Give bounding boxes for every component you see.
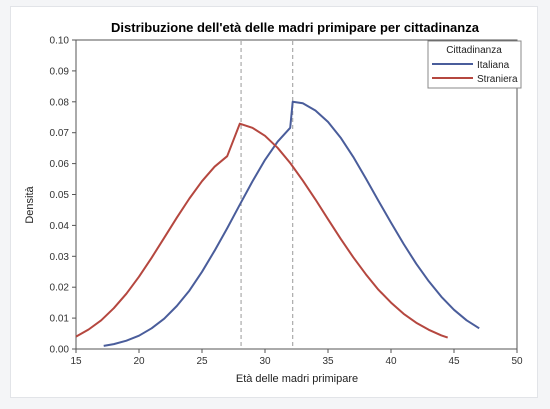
y-axis: 0.00 0.01 0.02 0.03 0.04 0.05 0.06 0.07 0.08 0.09… [50, 36, 76, 356]
y-tick-label: 0.03 [50, 252, 70, 263]
x-tick-label: 15 [70, 356, 82, 367]
x-tick-label: 25 [196, 356, 208, 367]
y-tick-label: 0.08 [50, 97, 70, 108]
series-line-italiana [103, 100, 480, 347]
x-tick-label: 20 [133, 356, 145, 367]
y-tick-label: 0.04 [50, 221, 70, 232]
legend-label-straniera: Straniera [477, 74, 518, 85]
x-tick-label: 35 [322, 356, 334, 367]
x-axis: 15 20 25 30 35 40 45 50 [70, 349, 523, 367]
x-tick-label: 40 [385, 356, 397, 367]
chart-title: Distribuzione dell'età delle madri primi… [111, 20, 480, 35]
x-tick-label: 50 [511, 356, 523, 367]
y-tick-label: 0.02 [50, 283, 70, 294]
series-line-straniera [75, 122, 449, 339]
y-axis-label: Densità [24, 185, 36, 223]
legend-box [427, 40, 522, 89]
chart-panel: Distribuzione dell'età delle madri primi… [10, 6, 538, 398]
y-tick-label: 0.05 [50, 190, 70, 201]
x-tick-label: 30 [259, 356, 271, 367]
y-tick-label: 0.00 [50, 345, 70, 356]
y-tick-label: 0.07 [50, 128, 70, 139]
series-layer [75, 100, 480, 347]
legend-title: Cittadinanza [446, 45, 502, 56]
x-tick-label: 45 [448, 356, 460, 367]
legend-label-italiana: Italiana [477, 60, 510, 71]
y-tick-label: 0.10 [50, 36, 70, 47]
x-axis-label: Età delle madri primipare [236, 373, 358, 385]
y-tick-label: 0.01 [50, 314, 70, 325]
density-chart: Distribuzione dell'età delle madri primi… [24, 20, 523, 385]
legend: Cittadinanza Italiana Straniera [427, 40, 522, 89]
reference-line-layer [240, 41, 294, 348]
y-tick-label: 0.06 [50, 159, 70, 170]
y-tick-label: 0.09 [50, 66, 70, 77]
